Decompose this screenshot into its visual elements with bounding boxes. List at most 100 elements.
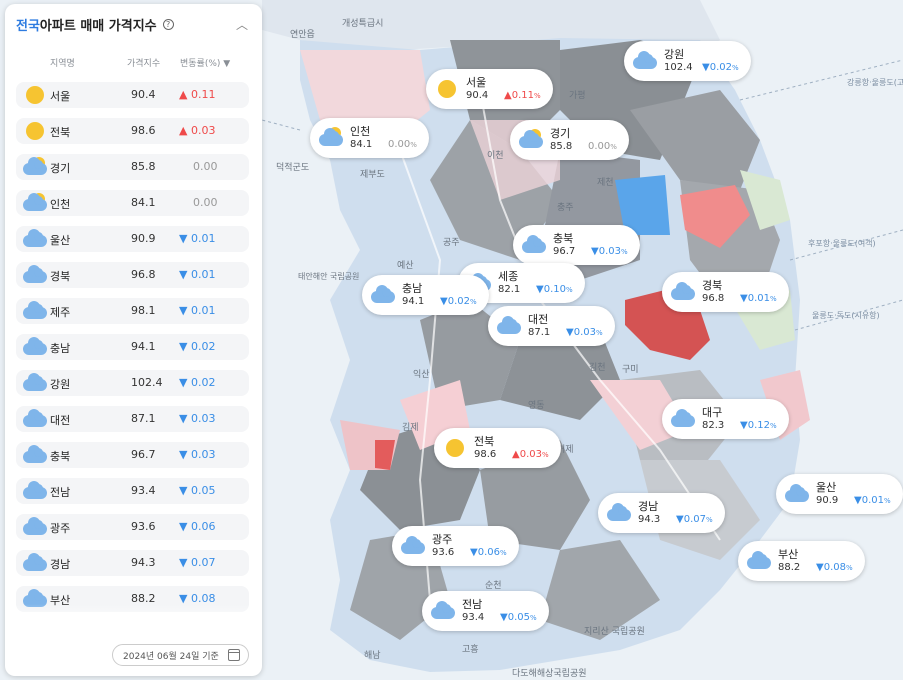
change-arrow-icon: ▲	[512, 448, 520, 460]
marker-index: 84.1	[350, 138, 373, 150]
map-marker-전북[interactable]: 전북 98.6 ▲0.03%	[434, 428, 561, 468]
marker-index: 96.8	[702, 292, 725, 304]
region-row-광주[interactable]: 광주 93.6 ▼ 0.06	[16, 514, 249, 540]
map-marker-대전[interactable]: 대전 87.1 ▼0.03%	[488, 306, 615, 346]
map-marker-서울[interactable]: 서울 90.4 ▲0.11%	[426, 69, 553, 109]
change-arrow-icon: ▲	[179, 124, 191, 137]
change-arrow-icon: ▼	[676, 513, 684, 525]
region-row-인천[interactable]: 인천 84.1 0.00	[16, 190, 249, 216]
change-arrow-icon: ▼	[179, 376, 191, 389]
map-label: 가평	[569, 91, 586, 101]
region-row-경기[interactable]: 경기 85.8 0.00	[16, 154, 249, 180]
change-arrow-icon: ▼	[566, 326, 574, 338]
map-marker-경북[interactable]: 경북 96.8 ▼0.01%	[662, 272, 789, 312]
region-name: 경남	[50, 558, 71, 571]
region-row-경남[interactable]: 경남 94.3 ▼ 0.07	[16, 550, 249, 576]
change-arrow-icon: ▼	[179, 556, 191, 569]
region-row-충남[interactable]: 충남 94.1 ▼ 0.02	[16, 334, 249, 360]
region-change: ▲ 0.11	[179, 88, 216, 101]
marker-region: 부산	[778, 548, 799, 562]
region-row-울산[interactable]: 울산 90.9 ▼ 0.01	[16, 226, 249, 252]
col-index: 가격지수	[127, 59, 161, 69]
map-marker-강원[interactable]: 강원 102.4 ▼0.02%	[624, 41, 751, 81]
chevron-up-icon[interactable]: ︿	[235, 18, 248, 32]
map-marker-대구[interactable]: 대구 82.3 ▼0.12%	[662, 399, 789, 439]
region-row-강원[interactable]: 강원 102.4 ▼ 0.02	[16, 370, 249, 396]
region-index: 93.6	[131, 520, 156, 533]
cloud-icon	[671, 282, 695, 300]
map-marker-인천[interactable]: 인천 84.1 0.00%	[310, 118, 429, 158]
cloud-icon	[23, 373, 47, 391]
marker-region: 전남	[462, 598, 483, 612]
marker-index: 93.4	[462, 611, 485, 623]
region-change: ▼ 0.06	[179, 520, 216, 533]
weather-icon	[746, 548, 772, 574]
region-row-제주[interactable]: 제주 98.1 ▼ 0.01	[16, 298, 249, 324]
change-arrow-icon: ▼	[854, 494, 862, 506]
change-arrow-icon: ▼	[179, 232, 191, 245]
route-label: 강릉항·울릉도(고속)	[847, 78, 903, 87]
map-label: 고흥	[462, 645, 479, 655]
map-marker-경남[interactable]: 경남 94.3 ▼0.07%	[598, 493, 725, 533]
region-row-전남[interactable]: 전남 93.4 ▼ 0.05	[16, 478, 249, 504]
marker-change: ▼0.10%	[536, 283, 573, 295]
marker-index: 96.7	[553, 245, 576, 257]
region-row-서울[interactable]: 서울 90.4 ▲ 0.11	[16, 82, 249, 108]
map-marker-경기[interactable]: 경기 85.8 0.00%	[510, 120, 629, 160]
region-index: 98.6	[131, 124, 156, 137]
cloud-icon	[633, 51, 657, 69]
region-change: ▼ 0.05	[179, 484, 216, 497]
weather-icon	[22, 119, 48, 143]
region-index: 87.1	[131, 412, 156, 425]
weather-icon	[22, 299, 48, 323]
weather-icon	[606, 500, 632, 526]
map-label: 구미	[622, 365, 639, 375]
marker-change: ▼0.12%	[740, 419, 777, 431]
map-marker-울산[interactable]: 울산 90.9 ▼0.01%	[776, 474, 903, 514]
date-picker-button[interactable]: 2024년 06월 24일 기준	[112, 644, 249, 666]
weather-icon	[521, 232, 547, 258]
weather-icon	[22, 83, 48, 107]
map-marker-전남[interactable]: 전남 93.4 ▼0.05%	[422, 591, 549, 631]
cloud-icon	[23, 553, 47, 571]
change-arrow-icon: ▼	[816, 561, 824, 573]
marker-index: 82.1	[498, 283, 521, 295]
region-name: 대전	[50, 414, 71, 427]
map-marker-충남[interactable]: 충남 94.1 ▼0.02%	[362, 275, 489, 315]
change-arrow-icon: ▼	[179, 448, 191, 461]
region-selector[interactable]: 전국	[16, 19, 40, 34]
region-name: 서울	[50, 90, 71, 103]
weather-icon	[442, 435, 468, 461]
map-marker-충북[interactable]: 충북 96.7 ▼0.03%	[513, 225, 640, 265]
region-change: ▲ 0.03	[179, 124, 216, 137]
marker-region: 경남	[638, 500, 659, 514]
cloud-icon	[401, 536, 425, 554]
region-row-대전[interactable]: 대전 87.1 ▼ 0.03	[16, 406, 249, 432]
marker-change: ▼0.07%	[676, 513, 713, 525]
list-fade	[5, 604, 262, 632]
list-header: 지역명 가격지수 변동률(%) ▼	[5, 56, 262, 70]
weather-icon	[370, 282, 396, 308]
map-label: 제부도	[360, 170, 385, 180]
change-arrow-icon: ▼	[179, 592, 191, 605]
col-change-sort[interactable]: 변동률(%) ▼	[180, 59, 231, 69]
region-index: 84.1	[131, 196, 156, 209]
region-name: 인천	[50, 198, 71, 211]
change-arrow-icon: ▼	[179, 520, 191, 533]
region-name: 부산	[50, 594, 71, 607]
marker-change: ▼0.05%	[500, 611, 537, 623]
region-index: 88.2	[131, 592, 156, 605]
map-marker-광주[interactable]: 광주 93.6 ▼0.06%	[392, 526, 519, 566]
region-row-충북[interactable]: 충북 96.7 ▼ 0.03	[16, 442, 249, 468]
marker-index: 98.6	[474, 448, 497, 460]
map-label: 덕적군도	[276, 163, 310, 173]
help-icon[interactable]: ?	[162, 19, 174, 30]
region-row-전북[interactable]: 전북 98.6 ▲ 0.03	[16, 118, 249, 144]
region-change: ▼ 0.02	[179, 340, 216, 353]
panel-title-text: 아파트 매매 가격지수	[39, 19, 157, 34]
map-marker-부산[interactable]: 부산 88.2 ▼0.08%	[738, 541, 865, 581]
map-label: 해남	[364, 651, 381, 661]
region-row-경북[interactable]: 경북 96.8 ▼ 0.01	[16, 262, 249, 288]
marker-index: 102.4	[664, 61, 693, 73]
